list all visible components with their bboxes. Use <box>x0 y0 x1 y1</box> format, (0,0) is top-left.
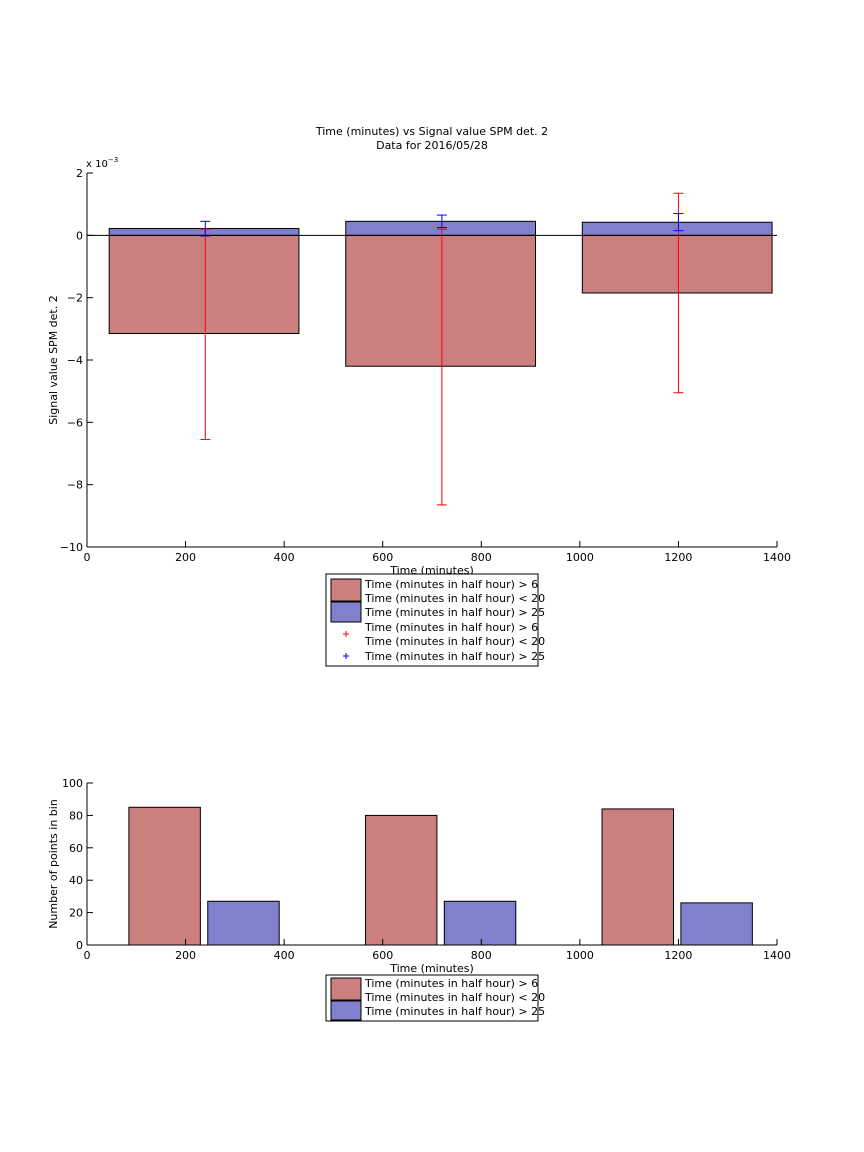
count-bar <box>680 902 753 946</box>
y-tick-label: −2 <box>67 292 83 305</box>
x-tick-label: 0 <box>84 949 91 962</box>
x-tick-label: 1000 <box>566 551 594 564</box>
legend-label: Time (minutes in half hour) > 6 <box>364 977 538 990</box>
legend-label: Time (minutes in half hour) > 6 <box>364 621 538 634</box>
signal-errorbars <box>200 192 684 506</box>
y-tick-label: 40 <box>69 874 83 887</box>
x-tick-label: 800 <box>471 949 492 962</box>
bar <box>345 234 536 367</box>
bar <box>581 221 773 236</box>
x-tick-label: 600 <box>372 949 393 962</box>
x-tick-label: 200 <box>175 949 196 962</box>
count-bar <box>207 900 280 946</box>
legend-label: Time (minutes in half hour) > 6 <box>364 578 538 591</box>
y-axis-label: Signal value SPM det. 2 <box>47 295 60 425</box>
x-tick-label: 0 <box>84 551 91 564</box>
y-tick-label: 60 <box>69 842 83 855</box>
y-tick-label: 0 <box>76 229 83 242</box>
legend-swatch <box>330 578 362 602</box>
y-tick-label: 20 <box>69 907 83 920</box>
chart-subtitle: Data for 2016/05/28 <box>376 139 488 152</box>
x-tick-label: 1200 <box>664 949 692 962</box>
legend-label: Time (minutes in half hour) > 25 <box>364 1005 545 1018</box>
signal-axes: 0 200 400 600 800 1000 1200 1400 2 0 −2 −4 −6 −8 −10 <box>60 167 791 564</box>
x-tick-label: 200 <box>175 551 196 564</box>
bar <box>345 220 536 236</box>
y-tick-label: 2 <box>76 167 83 180</box>
legend-label: Time (minutes in half hour) < 20 <box>364 991 545 1004</box>
x-tick-label: 1000 <box>566 949 594 962</box>
count-bar <box>601 808 674 946</box>
legend-swatch <box>330 1000 362 1021</box>
y-tick-label: −6 <box>67 416 83 429</box>
x-tick-label: 800 <box>471 551 492 564</box>
count-bars <box>128 806 753 946</box>
signal-bars <box>108 220 773 367</box>
legend-swatch <box>330 601 362 623</box>
bar <box>581 234 773 294</box>
x-tick-label: 400 <box>274 949 295 962</box>
legend-label: Time (minutes in half hour) < 20 <box>364 592 545 605</box>
count-bar <box>364 814 438 946</box>
legend-label: Time (minutes in half hour) > 25 <box>364 606 545 619</box>
x-tick-label: 1400 <box>763 551 791 564</box>
y-tick-label: −10 <box>60 541 83 554</box>
y-tick-label: −4 <box>67 354 83 367</box>
x-tick-label: 600 <box>372 551 393 564</box>
x-tick-label: 1200 <box>664 551 692 564</box>
y-tick-label: 100 <box>62 777 83 790</box>
x-tick-label: 1400 <box>763 949 791 962</box>
count-bar <box>443 900 517 946</box>
y-tick-label: −8 <box>67 479 83 492</box>
legend-swatch <box>330 977 362 1001</box>
x-tick-label: 400 <box>274 551 295 564</box>
bar <box>108 234 300 335</box>
y-tick-label: 0 <box>76 939 83 952</box>
count-bar <box>128 806 201 946</box>
y-exponent-label: x 10−3 <box>86 156 118 170</box>
y-axis-label: Number of points in bin <box>47 799 60 929</box>
legend-label: Time (minutes in half hour) < 20 <box>364 635 545 648</box>
legend-label: Time (minutes in half hour) > 25 <box>364 650 545 663</box>
y-tick-label: 80 <box>69 809 83 822</box>
chart-title: Time (minutes) vs Signal value SPM det. … <box>315 125 548 138</box>
signal-chart: Time (minutes) vs Signal value SPM det. … <box>47 125 791 667</box>
x-axis-label: Time (minutes) <box>389 962 474 975</box>
